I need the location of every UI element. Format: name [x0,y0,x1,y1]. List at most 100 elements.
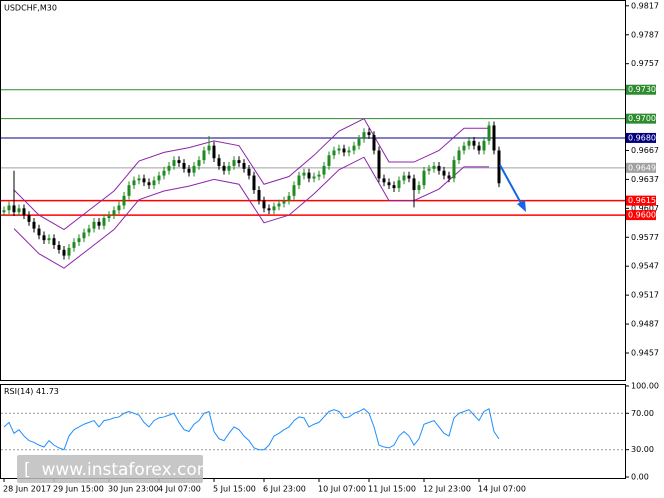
candle-body [137,178,141,181]
candle-body [477,145,481,151]
candle-body [192,165,196,173]
candle-body [387,182,391,186]
y-tick-label: 0.9577 [631,233,659,242]
candle-body [37,228,41,236]
level-label: 0.9615 [628,196,656,205]
rsi-last: 41.73 [36,387,59,396]
candle-body [97,221,101,226]
candle-body [322,165,326,175]
candle-body [247,168,251,176]
candle-body [227,165,231,171]
level-label-box [626,162,656,173]
candle-body [312,176,316,179]
candle-body [147,182,151,186]
candle-body [487,125,491,141]
x-tick-label: 11 Jul 15:00 [368,485,416,494]
level-label: 0.9680 [628,133,656,142]
candle-body [402,175,406,181]
level-label: 0.9649 [628,163,656,172]
candle-body [122,195,126,206]
bollinger-band [13,156,489,269]
candle-body [82,232,86,239]
y-tick-label: 70.00 [631,409,654,418]
candle-body [267,208,271,211]
candle-body [377,150,381,179]
candle-body [472,140,476,146]
y-tick-label: 100.00 [631,382,659,391]
y-tick-label: 0.9637 [631,175,659,184]
candle-body [257,190,261,201]
candle-body [17,208,21,213]
candle-body [497,150,501,184]
candle-body [452,160,456,179]
rsi-line [3,407,500,451]
candle-body [207,145,211,151]
candle-body [197,160,201,166]
rsi-frame [0,384,626,479]
candle-body [167,165,171,171]
candle-body [357,138,361,146]
candle-body [362,132,366,139]
candle-body [302,172,306,176]
candle-body [262,200,266,209]
candle-body [332,150,336,156]
y-tick-label: 0.9457 [631,348,659,357]
candle-body [352,145,356,151]
candle-body [2,210,6,213]
candle-body [177,160,181,164]
candle-body [297,175,301,186]
candle-body [107,215,111,218]
candle-body [342,148,346,153]
level-label-box [626,210,656,221]
candle-body [222,165,226,171]
candle-body [272,206,276,211]
level-label-box [626,113,656,124]
x-tick-label: 30 Jun 23:00 [108,485,159,494]
y-tick-label: 0.9817 [631,1,659,10]
candle-body [307,172,311,179]
candle-body [427,168,431,171]
candle-body [117,205,121,211]
bollinger-band [13,117,489,231]
watermark-box [17,455,203,483]
y-tick-label: 0.9667 [631,146,659,155]
candle-body [212,145,216,159]
candle-body [202,150,206,161]
candle-body [392,185,396,189]
y-tick-label: 0.9517 [631,291,659,300]
candle-body [162,170,166,176]
candle-body [22,208,26,216]
candle-body [412,178,416,191]
x-tick-label: 12 Jul 23:00 [423,485,471,494]
candle-body [242,163,246,169]
x-tick-label: 6 Jul 23:00 [263,485,306,494]
candle-body [442,170,446,176]
price-frame [0,0,626,381]
candle-body [232,160,236,166]
level-label-box [626,84,656,95]
candle-body [417,185,421,191]
candle-body [482,140,486,151]
x-tick-label: 14 Jul 07:00 [478,485,526,494]
candle-body [102,217,106,226]
level-label-box [626,132,656,143]
candle-body [67,247,71,256]
candle-body [282,200,286,204]
candle-body [127,185,131,196]
candle-body [317,174,321,177]
level-label: 0.9730 [628,85,656,94]
candle-body [422,170,426,186]
candle-body [42,235,46,241]
candle-body [327,155,331,166]
y-tick-label: 0.9547 [631,262,659,271]
chart-title: USDCHF,M30 [4,4,57,13]
candle-body [287,195,291,201]
candle-body [152,180,156,186]
candle-body [72,242,76,248]
candle-body [397,180,401,189]
candle-body [52,238,56,245]
y-tick-label: 0.9487 [631,320,659,329]
candle-body [157,175,161,181]
candle-body [367,132,371,136]
